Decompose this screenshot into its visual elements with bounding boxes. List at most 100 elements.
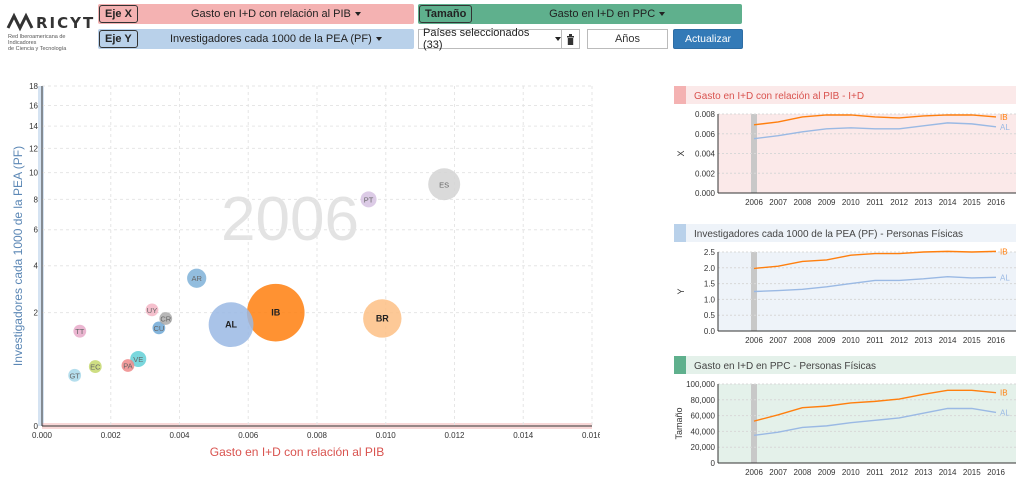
bubble-label: PT [364, 195, 374, 204]
chevron-down-icon [659, 12, 666, 16]
series-label: IB [1000, 389, 1008, 398]
mini-x-tick: 2016 [987, 336, 1005, 345]
x-tick-label: 0.016 [582, 431, 600, 440]
x-tick-label: 0.000 [32, 431, 53, 440]
mini-x-tick: 2013 [915, 198, 933, 207]
mini-x-tick: 2011 [866, 336, 884, 345]
bubble-ar [187, 268, 207, 288]
mini-y-tick: 80,000 [691, 396, 716, 405]
logo-mark-icon [6, 12, 34, 32]
bubble-uy [145, 303, 159, 317]
x-tick-label: 0.002 [101, 431, 122, 440]
x-axis-tag: Eje X [99, 5, 138, 23]
bubble-cu [152, 321, 166, 335]
mini-y-tick: 1.5 [704, 280, 716, 289]
mini-y-tick: 1.0 [704, 295, 716, 304]
years-input[interactable]: Años [587, 29, 668, 49]
mini-chart-title: Gasto en I+D con relación al PIB - I+D [694, 91, 864, 102]
series-label: AL [1000, 273, 1010, 282]
size-tag: Tamaño [419, 5, 473, 23]
mini-x-tick: 2010 [842, 336, 860, 345]
mini-x-tick: 2016 [987, 468, 1005, 477]
series-line-ib [753, 250, 997, 270]
mini-x-tick: 2015 [963, 336, 981, 345]
mini-x-tick: 2009 [818, 468, 836, 477]
bubble-ve [130, 350, 147, 367]
mini-x-tick: 2008 [794, 336, 812, 345]
bubble-label: AR [191, 274, 202, 283]
trash-icon [567, 33, 574, 45]
scatter-chart: 2006 0.000 0.002 0.004 0.006 0.008 0.010 0.012 0… [11, 82, 600, 459]
bubble-tt [73, 324, 87, 338]
bubble-label: BR [376, 313, 389, 323]
y-tick-label: 14 [29, 122, 38, 131]
series-line-al [753, 122, 997, 140]
x-tick-label: 0.004 [169, 431, 190, 440]
bubble-label: PA [123, 361, 132, 370]
mini-y-tick: 0.008 [695, 110, 716, 119]
series-line-al [753, 407, 997, 437]
x-tick-label: 0.014 [513, 431, 534, 440]
mini-x-tick: 2007 [769, 468, 787, 477]
mini-y-tick: 0.006 [695, 130, 716, 139]
y-tick-label: 4 [34, 262, 39, 271]
mini-x-tick: 2007 [769, 336, 787, 345]
mini-chart-title: Gasto en I+D en PPC - Personas Físicas [694, 361, 876, 372]
mini-y-tick: 0.5 [704, 311, 716, 320]
mini-chart-size: Gasto en I+D en PPC - Personas Físicas 0 2… [674, 356, 1016, 477]
chevron-down-icon [555, 37, 561, 41]
mini-chart-x: Gasto en I+D con relación al PIB - I+D 0.… [674, 86, 1016, 207]
bubble-gt [68, 368, 82, 382]
bubble-label: AL [225, 320, 237, 330]
y-tick-label: 18 [29, 82, 38, 91]
mini-y-tick: 0 [711, 459, 716, 468]
mini-y-tick: 0.000 [695, 189, 716, 198]
mini-x-tick: 2012 [890, 336, 908, 345]
mini-y-axis-title: Tamaño [674, 407, 684, 439]
mini-y-tick: 0.0 [704, 327, 716, 336]
bubble-label: CR [160, 314, 171, 323]
mini-x-tick: 2013 [915, 468, 933, 477]
bubble-pa [121, 359, 135, 372]
countries-select[interactable]: Países seleccionados (33) [418, 27, 562, 51]
y-axis-select[interactable]: Investigadores cada 1000 de la PEA (PF) [138, 29, 414, 49]
trash-button[interactable] [562, 29, 580, 49]
bubble-label: VE [133, 355, 143, 364]
mini-x-tick: 2006 [745, 198, 763, 207]
x-axis-title: Gasto en I+D con relación al PIB [210, 445, 384, 459]
bubble-ib [246, 283, 305, 342]
mini-x-tick: 2013 [915, 336, 933, 345]
y-tick-label: 2 [34, 309, 39, 318]
series-line-ib [753, 114, 997, 126]
chevron-down-icon [375, 37, 382, 41]
ricyt-logo [6, 12, 94, 52]
bubble-al [208, 302, 254, 348]
bubble-ec [88, 360, 102, 373]
mini-x-tick: 2014 [939, 468, 957, 477]
y-tick-label: 6 [34, 226, 39, 235]
y-tick-label: 16 [29, 101, 38, 110]
mini-y-tick: 0.002 [695, 169, 716, 178]
mini-x-tick: 2014 [939, 198, 957, 207]
mini-y-tick: 100,000 [686, 380, 715, 389]
logo-subtitle: Red Iberoamericana de Indicadores de Cie… [8, 34, 67, 52]
y-axis-tag: Eje Y [99, 30, 138, 48]
x-axis-select[interactable]: Gasto en I+D con relación al PIB [138, 4, 414, 24]
mini-y-tick: 2.0 [704, 264, 716, 273]
mini-x-tick: 2008 [794, 468, 812, 477]
bubble-label: ES [439, 180, 449, 189]
mini-x-tick: 2006 [745, 468, 763, 477]
update-button[interactable]: Actualizar [673, 29, 743, 49]
y-tick-label: 12 [29, 144, 38, 153]
size-select[interactable]: Gasto en I+D en PPC [472, 4, 742, 24]
mini-x-tick: 2009 [818, 336, 836, 345]
series-line-ib [753, 389, 997, 422]
mini-y-tick: 0.004 [695, 150, 716, 159]
x-tick-label: 0.010 [376, 431, 397, 440]
bubble-label: UY [147, 306, 157, 315]
year-watermark: 2006 [221, 185, 359, 254]
bubble-label: TT [75, 327, 85, 336]
series-label: IB [1000, 113, 1008, 122]
bubble-cr [159, 312, 173, 325]
logo-name: RICYT [36, 14, 96, 32]
